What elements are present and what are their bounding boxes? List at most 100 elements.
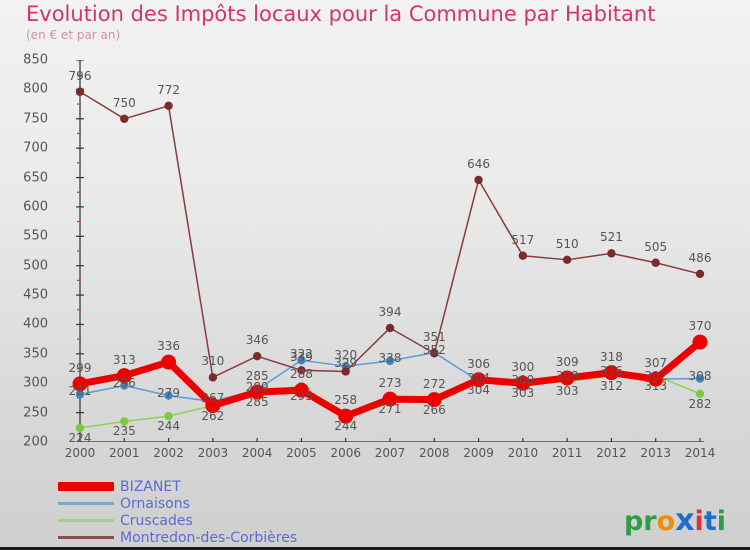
y-tick-label: 500 bbox=[23, 258, 48, 274]
series-line bbox=[79, 90, 701, 379]
legend-color-swatch bbox=[58, 482, 114, 491]
y-tick-label: 400 bbox=[23, 316, 48, 332]
x-tick-label: 2001 bbox=[109, 446, 140, 460]
y-tick-label: 450 bbox=[23, 287, 48, 303]
y-tick-label: 800 bbox=[23, 81, 48, 97]
x-tick-label: 2011 bbox=[551, 446, 583, 460]
data-point[interactable] bbox=[164, 411, 173, 421]
logo-letter-i2: i bbox=[716, 506, 726, 537]
logo-letter-x: x bbox=[675, 503, 695, 538]
data-point[interactable] bbox=[120, 417, 129, 426]
logo-letter-o: o bbox=[656, 506, 676, 537]
y-tick-label: 350 bbox=[23, 346, 48, 362]
legend-item[interactable]: Cruscades bbox=[58, 512, 388, 529]
data-point[interactable] bbox=[161, 354, 177, 370]
data-point[interactable] bbox=[297, 356, 306, 365]
data-point[interactable] bbox=[648, 371, 664, 387]
x-tick-label: 2000 bbox=[64, 446, 96, 460]
data-point[interactable] bbox=[430, 349, 439, 358]
y-tick-label: 250 bbox=[23, 405, 48, 421]
data-point[interactable] bbox=[205, 398, 221, 414]
y-tick-label: 750 bbox=[23, 111, 48, 127]
data-point[interactable] bbox=[607, 249, 616, 258]
data-point[interactable] bbox=[385, 323, 395, 333]
proxiti-logo: proxiti bbox=[624, 506, 726, 536]
x-tick-label: 2012 bbox=[596, 446, 627, 460]
x-tick-label: 2009 bbox=[463, 446, 494, 460]
data-point[interactable] bbox=[559, 370, 575, 386]
data-point[interactable] bbox=[75, 87, 85, 96]
x-tick-label: 2006 bbox=[330, 446, 361, 460]
data-point[interactable] bbox=[293, 382, 309, 398]
data-point[interactable] bbox=[120, 114, 129, 123]
logo-letter-p: p bbox=[623, 506, 644, 537]
data-point[interactable] bbox=[515, 375, 531, 391]
data-point[interactable] bbox=[695, 269, 705, 279]
x-tick-label: 2010 bbox=[507, 446, 539, 460]
legend-color-swatch bbox=[58, 519, 114, 522]
data-point[interactable] bbox=[208, 373, 218, 382]
data-point[interactable] bbox=[75, 390, 85, 399]
x-tick-label: 2004 bbox=[241, 446, 273, 460]
x-tick-label: 2005 bbox=[286, 446, 317, 460]
data-point[interactable] bbox=[116, 368, 132, 384]
legend-item[interactable]: Montredon-des-Corbières bbox=[58, 529, 388, 546]
data-point[interactable] bbox=[75, 423, 85, 433]
x-tick-label: 2013 bbox=[640, 446, 671, 460]
chart-subtitle: (en € et par an) bbox=[26, 28, 121, 42]
data-point[interactable] bbox=[249, 384, 265, 400]
data-point[interactable] bbox=[426, 392, 442, 408]
data-point[interactable] bbox=[562, 255, 572, 265]
data-point[interactable] bbox=[385, 356, 395, 366]
data-point[interactable] bbox=[474, 175, 483, 185]
data-point[interactable] bbox=[72, 376, 88, 392]
data-point[interactable] bbox=[695, 389, 705, 399]
y-tick-label: 850 bbox=[23, 52, 48, 68]
legend-color-swatch bbox=[58, 502, 114, 505]
y-tick-label: 650 bbox=[23, 170, 48, 186]
data-point[interactable] bbox=[692, 334, 708, 350]
chart-header: Evolution des Impôts locaux pour la Comm… bbox=[26, 2, 726, 42]
footer-rule bbox=[0, 547, 750, 550]
x-tick-label: 2014 bbox=[684, 446, 716, 460]
legend-color-swatch bbox=[58, 536, 114, 539]
data-point[interactable] bbox=[120, 381, 129, 390]
logo-letter-t: t bbox=[703, 506, 717, 537]
logo-letter-r: r bbox=[643, 506, 657, 537]
data-point[interactable] bbox=[518, 251, 528, 260]
x-axis-tick-labels: 2000 2001 2002 2003 2004 2005 2006 2007 2008 2009… bbox=[62, 446, 716, 466]
y-tick-label: 300 bbox=[23, 375, 48, 391]
legend-item[interactable]: Ornaisons bbox=[58, 495, 388, 512]
legend-item[interactable]: BIZANET bbox=[58, 478, 388, 495]
legend-item-label: Ornaisons bbox=[120, 495, 190, 512]
chart-canvas bbox=[72, 60, 708, 442]
legend-item-label: Cruscades bbox=[120, 512, 193, 529]
data-point[interactable] bbox=[382, 391, 398, 407]
x-tick-label: 2008 bbox=[419, 446, 450, 460]
data-point[interactable] bbox=[164, 101, 173, 111]
y-axis-tick-labels: 200 250 300 350 400 450 500 550 600 650 700 750 800 8… bbox=[0, 53, 56, 450]
x-tick-label: 2002 bbox=[153, 446, 184, 460]
x-tick-label: 2007 bbox=[374, 446, 406, 460]
legend-item-label: Montredon-des-Corbières bbox=[120, 529, 298, 546]
data-point[interactable] bbox=[695, 374, 705, 383]
data-point[interactable] bbox=[603, 365, 619, 381]
data-point[interactable] bbox=[252, 351, 262, 361]
y-tick-label: 550 bbox=[23, 228, 48, 244]
y-tick-label: 600 bbox=[23, 199, 48, 215]
data-point[interactable] bbox=[164, 391, 173, 400]
data-point[interactable] bbox=[341, 367, 350, 376]
y-tick-label: 200 bbox=[23, 434, 48, 450]
plot-area: 796 750 772 310 346 322 320 394 351 646 517 510 521 5… bbox=[62, 60, 711, 445]
logo-letter-i1: i bbox=[694, 506, 704, 537]
y-tick-label: 700 bbox=[23, 140, 48, 156]
x-tick-label: 2003 bbox=[197, 446, 229, 460]
chart-legend: BIZANET Ornaisons Cruscades Montredon-des-C… bbox=[58, 478, 388, 546]
data-point[interactable] bbox=[651, 258, 660, 267]
data-point[interactable] bbox=[471, 372, 487, 388]
data-point[interactable] bbox=[297, 366, 306, 375]
legend-item-label: BIZANET bbox=[120, 478, 181, 495]
data-point[interactable] bbox=[338, 408, 354, 424]
page-title: Evolution des Impôts locaux pour la Comm… bbox=[26, 2, 656, 26]
